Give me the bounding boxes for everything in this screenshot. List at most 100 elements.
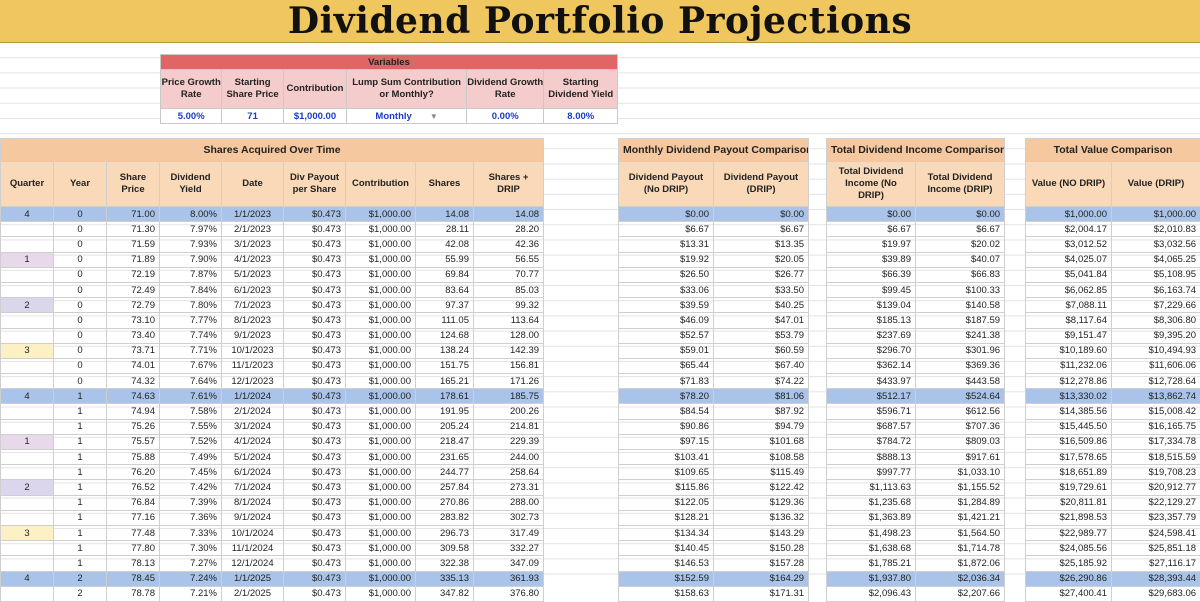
cell-div[interactable]: $0.473	[284, 571, 346, 586]
cell-div[interactable]: $0.473	[284, 495, 346, 510]
cell-val_drip[interactable]: $12,728.64	[1112, 374, 1200, 389]
cell-pay_drip[interactable]: $115.49	[714, 465, 809, 480]
cell-val_no[interactable]: $26,290.86	[1026, 571, 1112, 586]
cell-date[interactable]: 7/1/2023	[222, 298, 284, 313]
cell-contrib[interactable]: $1,000.00	[346, 358, 416, 373]
cell-drip[interactable]: 317.49	[474, 525, 544, 540]
cell-pay_no[interactable]: $84.54	[619, 404, 714, 419]
cell-val_no[interactable]: $20,811.81	[1026, 495, 1112, 510]
var-contribution-input[interactable]: $1,000.00	[283, 109, 346, 124]
cell-yield[interactable]: 7.55%	[160, 419, 222, 434]
cell-val_no[interactable]: $24,085.56	[1026, 541, 1112, 556]
cell-inc_drip[interactable]: $100.33	[916, 282, 1005, 297]
cell-div[interactable]: $0.473	[284, 282, 346, 297]
cell-yield[interactable]: 7.74%	[160, 328, 222, 343]
cell-price[interactable]: 75.57	[107, 434, 160, 449]
cell-price[interactable]: 72.19	[107, 267, 160, 282]
cell-year[interactable]: 1	[54, 510, 107, 525]
cell-pay_no[interactable]: $97.15	[619, 434, 714, 449]
cell-date[interactable]: 5/1/2024	[222, 450, 284, 465]
cell-shares[interactable]: 231.65	[416, 450, 474, 465]
cell-yield[interactable]: 7.84%	[160, 282, 222, 297]
cell-shares[interactable]: 257.84	[416, 480, 474, 495]
cell-year[interactable]: 1	[54, 541, 107, 556]
cell-price[interactable]: 76.52	[107, 480, 160, 495]
cell-date[interactable]: 8/1/2024	[222, 495, 284, 510]
cell-val_drip[interactable]: $25,851.18	[1112, 541, 1200, 556]
cell-pay_drip[interactable]: $0.00	[714, 207, 809, 222]
cell-shares[interactable]: 14.08	[416, 207, 474, 222]
cell-date[interactable]: 4/1/2023	[222, 252, 284, 267]
cell-date[interactable]: 8/1/2023	[222, 313, 284, 328]
cell-price[interactable]: 72.79	[107, 298, 160, 313]
cell-contrib[interactable]: $1,000.00	[346, 298, 416, 313]
cell-val_drip[interactable]: $27,116.17	[1112, 556, 1200, 571]
cell-inc_no[interactable]: $39.89	[827, 252, 916, 267]
cell-quarter[interactable]: 1	[1, 252, 54, 267]
cell-inc_drip[interactable]: $809.03	[916, 434, 1005, 449]
cell-pay_drip[interactable]: $33.50	[714, 282, 809, 297]
cell-year[interactable]: 0	[54, 328, 107, 343]
cell-div[interactable]: $0.473	[284, 541, 346, 556]
cell-inc_drip[interactable]: $917.61	[916, 450, 1005, 465]
cell-pay_no[interactable]: $90.86	[619, 419, 714, 434]
cell-year[interactable]: 1	[54, 465, 107, 480]
cell-quarter[interactable]: 2	[1, 480, 54, 495]
cell-pay_no[interactable]: $146.53	[619, 556, 714, 571]
cell-pay_drip[interactable]: $13.35	[714, 237, 809, 252]
cell-contrib[interactable]: $1,000.00	[346, 343, 416, 358]
cell-val_no[interactable]: $6,062.85	[1026, 282, 1112, 297]
cell-drip[interactable]: 171.26	[474, 374, 544, 389]
cell-inc_no[interactable]: $1,498.23	[827, 525, 916, 540]
cell-date[interactable]: 6/1/2024	[222, 465, 284, 480]
cell-year[interactable]: 0	[54, 237, 107, 252]
cell-quarter[interactable]	[1, 222, 54, 237]
cell-drip[interactable]: 42.36	[474, 237, 544, 252]
cell-contrib[interactable]: $1,000.00	[346, 434, 416, 449]
cell-contrib[interactable]: $1,000.00	[346, 419, 416, 434]
cell-pay_drip[interactable]: $164.29	[714, 571, 809, 586]
cell-inc_drip[interactable]: $369.36	[916, 358, 1005, 373]
cell-val_no[interactable]: $3,012.52	[1026, 237, 1112, 252]
cell-div[interactable]: $0.473	[284, 313, 346, 328]
cell-inc_drip[interactable]: $187.59	[916, 313, 1005, 328]
cell-val_no[interactable]: $18,651.89	[1026, 465, 1112, 480]
cell-inc_drip[interactable]: $301.96	[916, 343, 1005, 358]
cell-yield[interactable]: 7.42%	[160, 480, 222, 495]
cell-quarter[interactable]: 3	[1, 525, 54, 540]
cell-yield[interactable]: 7.58%	[160, 404, 222, 419]
cell-inc_drip[interactable]: $1,872.06	[916, 556, 1005, 571]
cell-val_no[interactable]: $22,989.77	[1026, 525, 1112, 540]
cell-quarter[interactable]	[1, 237, 54, 252]
cell-price[interactable]: 78.78	[107, 586, 160, 601]
cell-inc_drip[interactable]: $1,155.52	[916, 480, 1005, 495]
cell-inc_no[interactable]: $185.13	[827, 313, 916, 328]
cell-inc_drip[interactable]: $140.58	[916, 298, 1005, 313]
cell-inc_no[interactable]: $1,785.21	[827, 556, 916, 571]
cell-div[interactable]: $0.473	[284, 525, 346, 540]
var-lump-sum-dropdown[interactable]: Monthly▼	[347, 109, 467, 124]
cell-pay_drip[interactable]: $53.79	[714, 328, 809, 343]
cell-div[interactable]: $0.473	[284, 358, 346, 373]
cell-yield[interactable]: 7.67%	[160, 358, 222, 373]
cell-pay_drip[interactable]: $40.25	[714, 298, 809, 313]
cell-inc_no[interactable]: $888.13	[827, 450, 916, 465]
cell-pay_no[interactable]: $65.44	[619, 358, 714, 373]
cell-pay_no[interactable]: $134.34	[619, 525, 714, 540]
cell-drip[interactable]: 332.27	[474, 541, 544, 556]
cell-yield[interactable]: 7.97%	[160, 222, 222, 237]
cell-inc_no[interactable]: $0.00	[827, 207, 916, 222]
cell-pay_no[interactable]: $13.31	[619, 237, 714, 252]
cell-price[interactable]: 71.59	[107, 237, 160, 252]
cell-pay_drip[interactable]: $101.68	[714, 434, 809, 449]
cell-val_drip[interactable]: $8,306.80	[1112, 313, 1200, 328]
cell-pay_no[interactable]: $122.05	[619, 495, 714, 510]
cell-quarter[interactable]	[1, 510, 54, 525]
cell-year[interactable]: 1	[54, 404, 107, 419]
var-dividend-growth-input[interactable]: 0.00%	[466, 109, 544, 124]
var-price-growth-input[interactable]: 5.00%	[161, 109, 222, 124]
cell-date[interactable]: 5/1/2023	[222, 267, 284, 282]
cell-yield[interactable]: 7.52%	[160, 434, 222, 449]
cell-val_no[interactable]: $15,445.50	[1026, 419, 1112, 434]
cell-yield[interactable]: 7.49%	[160, 450, 222, 465]
